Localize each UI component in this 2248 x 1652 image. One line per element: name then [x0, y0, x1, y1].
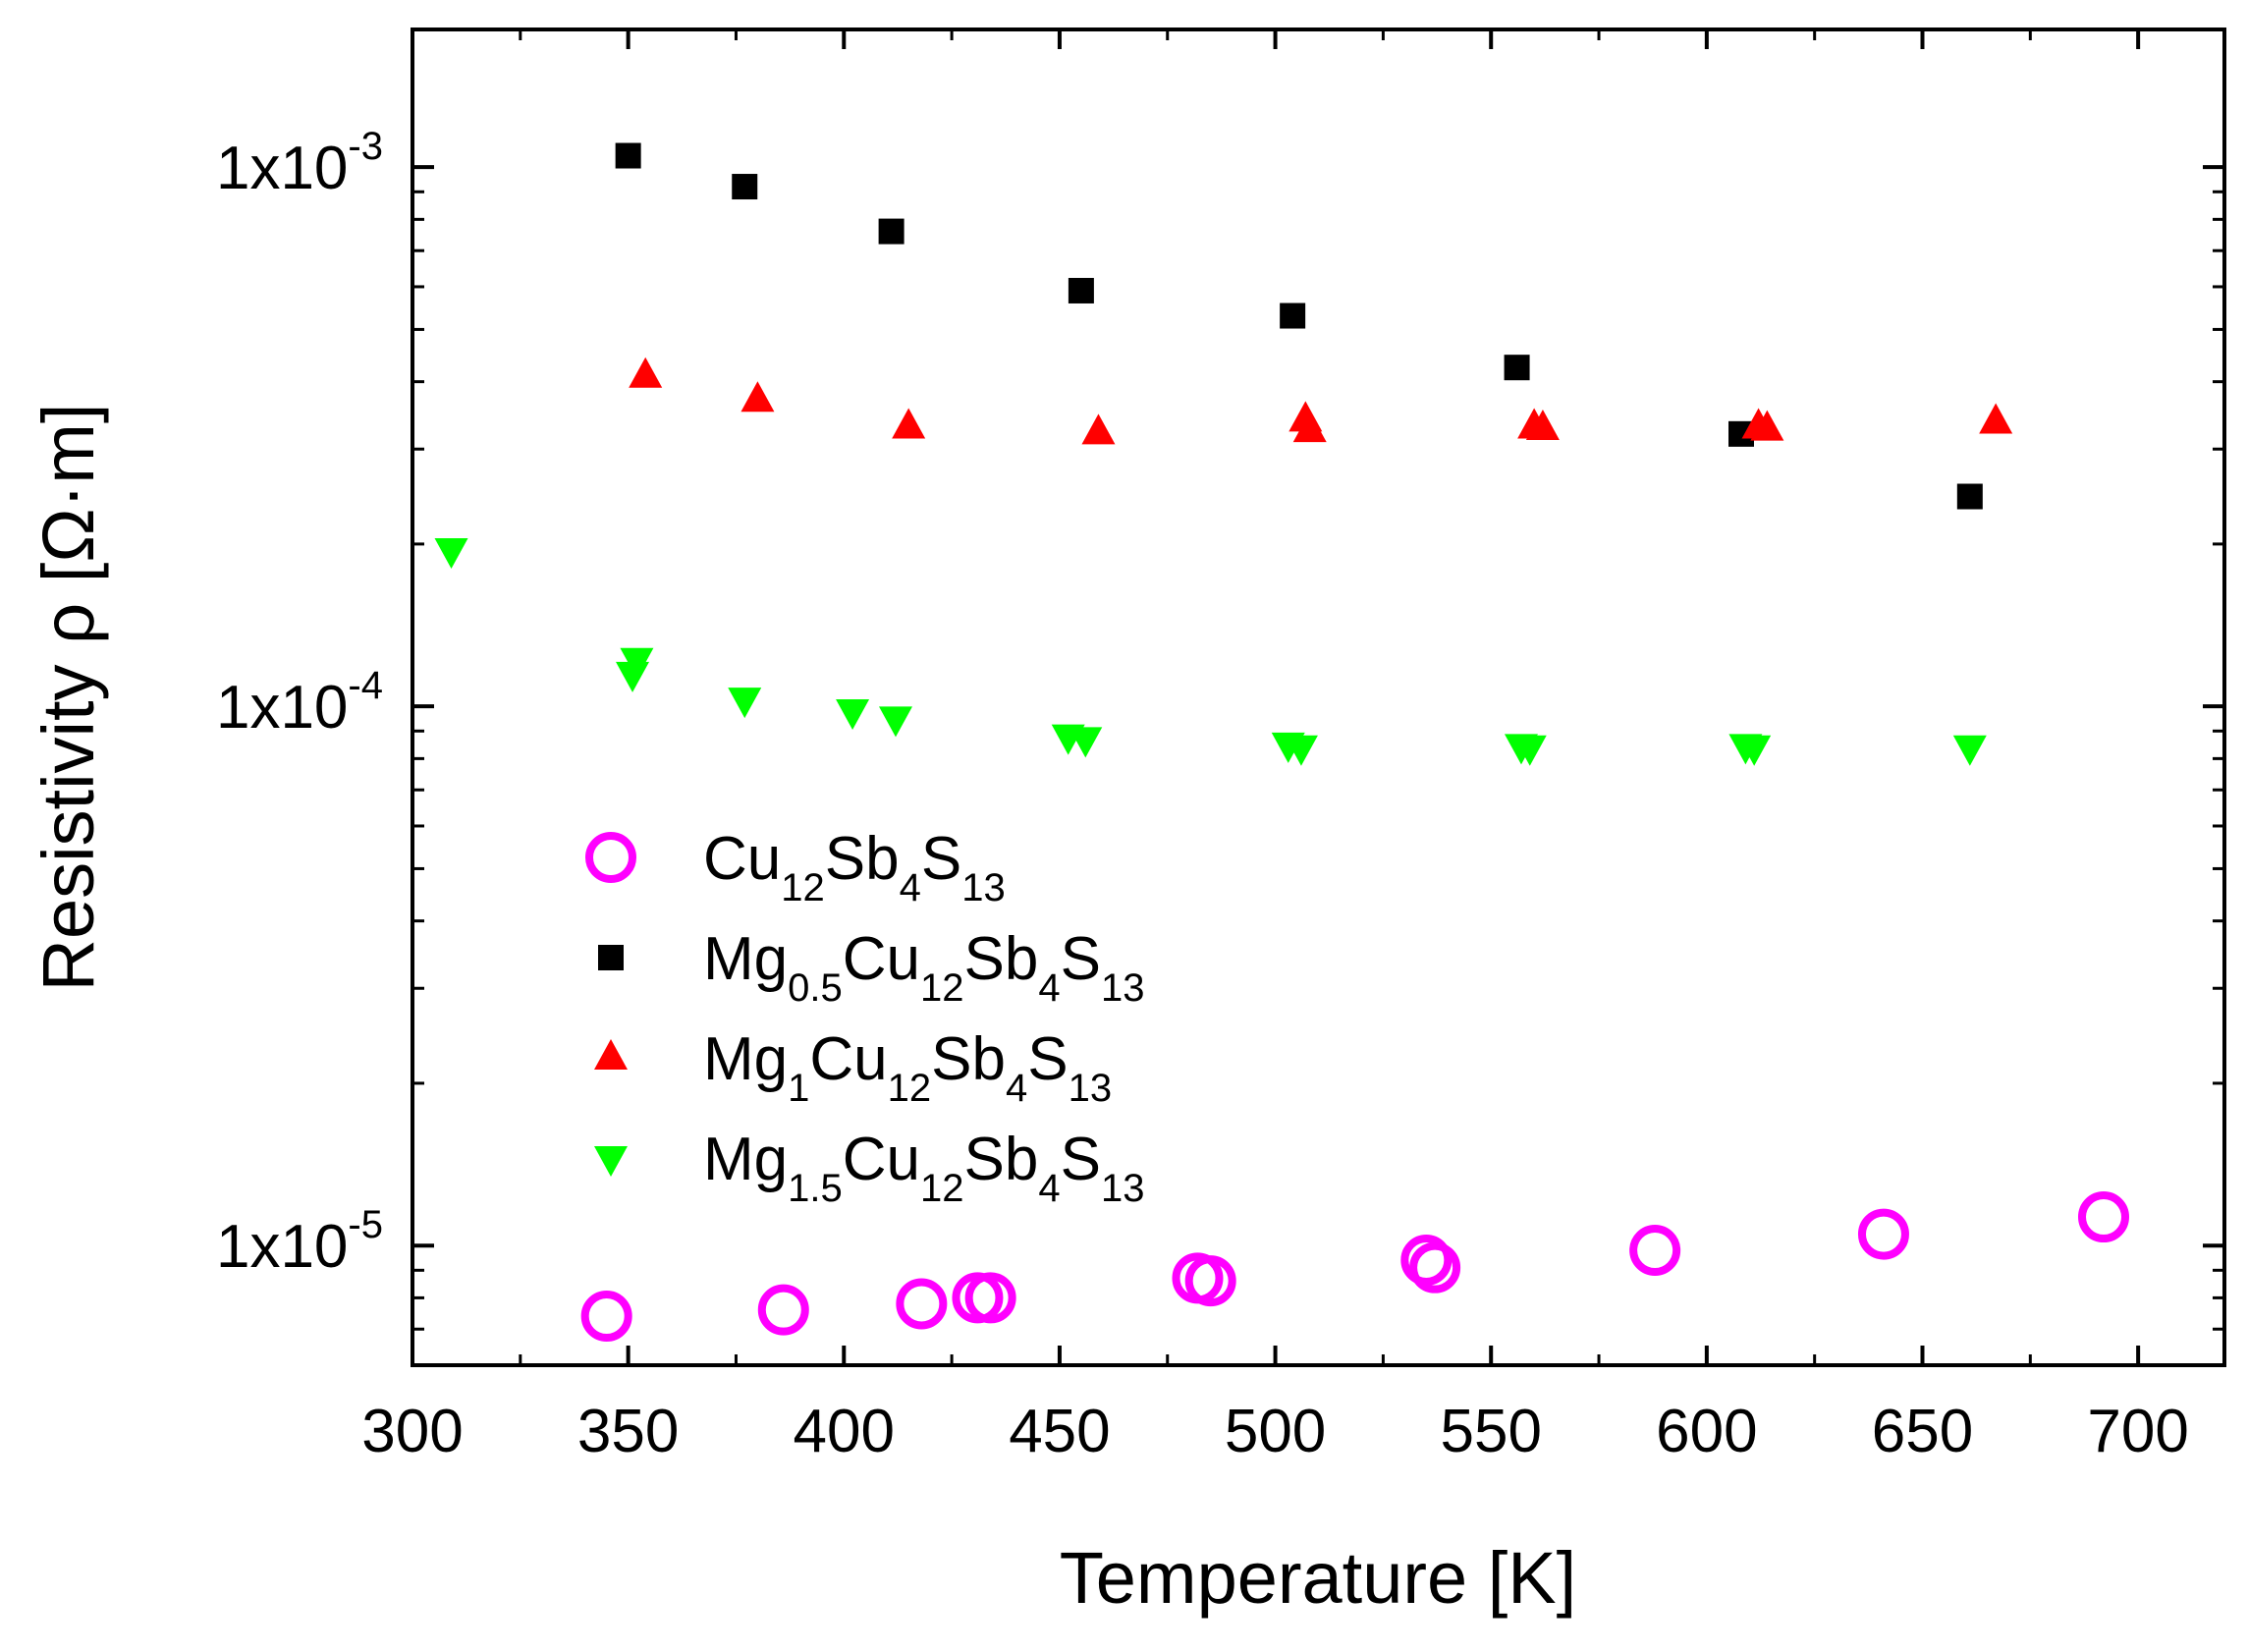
- legend-item: Mg0.5Cu12Sb4S13: [598, 925, 1144, 1010]
- data-point: [1280, 303, 1306, 329]
- legend-marker: [598, 945, 624, 970]
- data-point: [1081, 413, 1116, 445]
- data-point: [740, 381, 775, 413]
- data-point: [732, 174, 758, 200]
- series-0: [580, 1191, 2129, 1342]
- legend: Cu12Sb4S13 Mg0.5Cu12Sb4S13 Mg1Cu12Sb4S13 Mg…: [585, 825, 1144, 1210]
- data-point: [1750, 410, 1784, 441]
- data-markers: [434, 142, 2129, 1342]
- data-point: [1504, 355, 1530, 381]
- data-point: [1737, 735, 1772, 766]
- data-point: [1857, 1208, 1909, 1260]
- x-tick-label: 450: [1009, 1398, 1110, 1465]
- x-tick-label: 400: [794, 1398, 895, 1465]
- data-point: [1292, 412, 1327, 443]
- legend-label: Cu12Sb4S13: [703, 825, 1006, 909]
- legend-marker: [594, 1146, 628, 1177]
- x-tick-label: 550: [1440, 1398, 1541, 1465]
- data-point: [434, 537, 468, 569]
- data-point: [615, 142, 641, 169]
- series-1: [615, 142, 1983, 510]
- x-tick-label: 500: [1225, 1398, 1326, 1465]
- data-point: [1069, 727, 1103, 758]
- legend-item: Mg1Cu12Sb4S13: [594, 1025, 1112, 1110]
- y-axis-title: Resistivity ρ [Ω·m]: [27, 404, 109, 992]
- data-point: [580, 1290, 632, 1342]
- legend-label: Mg1Cu12Sb4S13: [703, 1025, 1112, 1110]
- data-point: [1409, 1241, 1461, 1294]
- data-point: [1525, 409, 1560, 440]
- plot-area: [411, 28, 2226, 1367]
- data-point: [1979, 403, 2013, 434]
- data-point: [964, 1272, 1016, 1324]
- y-axis: 1x10-5 1x10-4 1x10-3: [216, 125, 2224, 1331]
- legend-item: Mg1.5Cu12Sb4S13: [594, 1126, 1144, 1210]
- data-point: [878, 218, 905, 245]
- data-point: [1629, 1225, 1681, 1277]
- legend-marker: [585, 832, 636, 883]
- series-3: [434, 537, 1987, 766]
- data-point: [1068, 277, 1094, 303]
- data-point: [1284, 735, 1318, 766]
- data-point: [2078, 1191, 2129, 1243]
- data-point: [1400, 1234, 1453, 1286]
- legend-marker: [594, 1039, 628, 1070]
- x-axis-title: Temperature [K]: [1060, 1537, 1576, 1619]
- x-tick-label: 350: [577, 1398, 679, 1465]
- legend-item: Cu12Sb4S13: [585, 825, 1006, 909]
- x-axis: 300 350 400 450 500 550 600 650 700: [361, 29, 2189, 1465]
- data-point: [728, 688, 762, 719]
- data-point: [892, 408, 926, 439]
- data-point: [629, 357, 663, 388]
- x-tick-label: 300: [361, 1398, 463, 1465]
- legend-label: Mg1.5Cu12Sb4S13: [703, 1126, 1144, 1210]
- data-point: [1512, 735, 1547, 766]
- data-point: [879, 706, 912, 738]
- data-point: [1956, 483, 1983, 510]
- x-tick-label: 600: [1656, 1398, 1757, 1465]
- data-point: [896, 1278, 948, 1330]
- y-tick-label: 1x10-4: [216, 664, 383, 742]
- data-point: [1184, 1255, 1236, 1307]
- data-point: [1952, 735, 1987, 766]
- y-tick-label: 1x10-5: [216, 1203, 383, 1281]
- legend-label: Mg0.5Cu12Sb4S13: [703, 925, 1144, 1010]
- series-2: [629, 357, 2013, 445]
- data-point: [757, 1284, 809, 1336]
- data-point: [836, 698, 870, 730]
- x-tick-label: 700: [2087, 1398, 2188, 1465]
- data-point: [616, 661, 650, 692]
- y-tick-label: 1x10-3: [216, 125, 383, 202]
- x-tick-label: 650: [1872, 1398, 1973, 1465]
